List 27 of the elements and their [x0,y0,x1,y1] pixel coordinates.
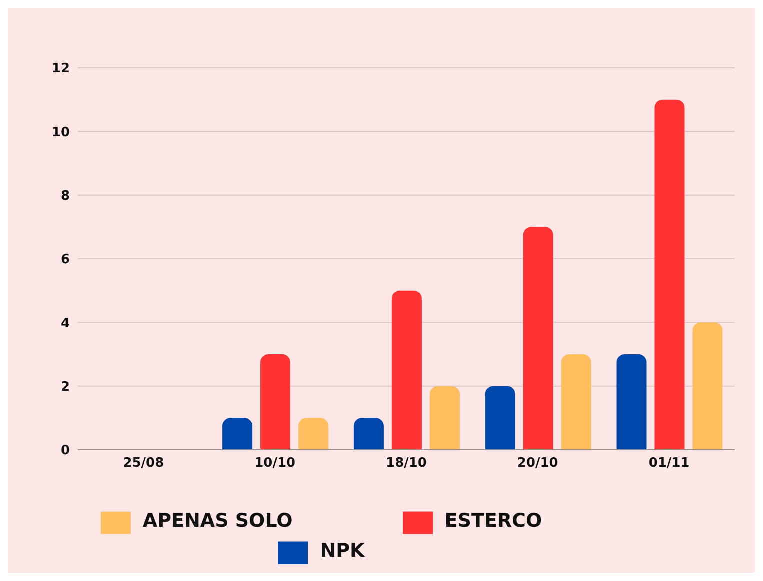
bar [523,227,554,450]
y-tick-label: 0 [60,444,70,459]
bar [561,354,592,450]
bar [692,322,723,450]
x-tick-label: 01/11 [648,456,690,472]
bar [354,418,384,450]
y-tick-label: 12 [52,62,70,77]
bar [485,386,516,450]
x-tick-label: 25/08 [123,456,164,472]
x-tick-label: 18/10 [386,456,427,472]
bar [298,418,329,450]
legend-label: APENAS SOLO [142,510,293,532]
x-tick-label: 20/10 [517,456,558,472]
bar [392,290,422,450]
legend-label: NPK [320,540,365,562]
bar [616,354,647,450]
y-tick-label: 8 [60,188,70,204]
bar [430,386,460,450]
bar [654,100,685,450]
legend-label: ESTERCO [444,510,542,532]
y-tick-label: 10 [52,125,70,140]
y-tick-label: 2 [60,380,70,395]
y-tick-label: 6 [60,252,70,268]
x-tick-label: 10/10 [254,456,296,472]
y-tick-label: 4 [60,316,70,332]
bar [222,418,253,450]
bar [260,354,291,450]
